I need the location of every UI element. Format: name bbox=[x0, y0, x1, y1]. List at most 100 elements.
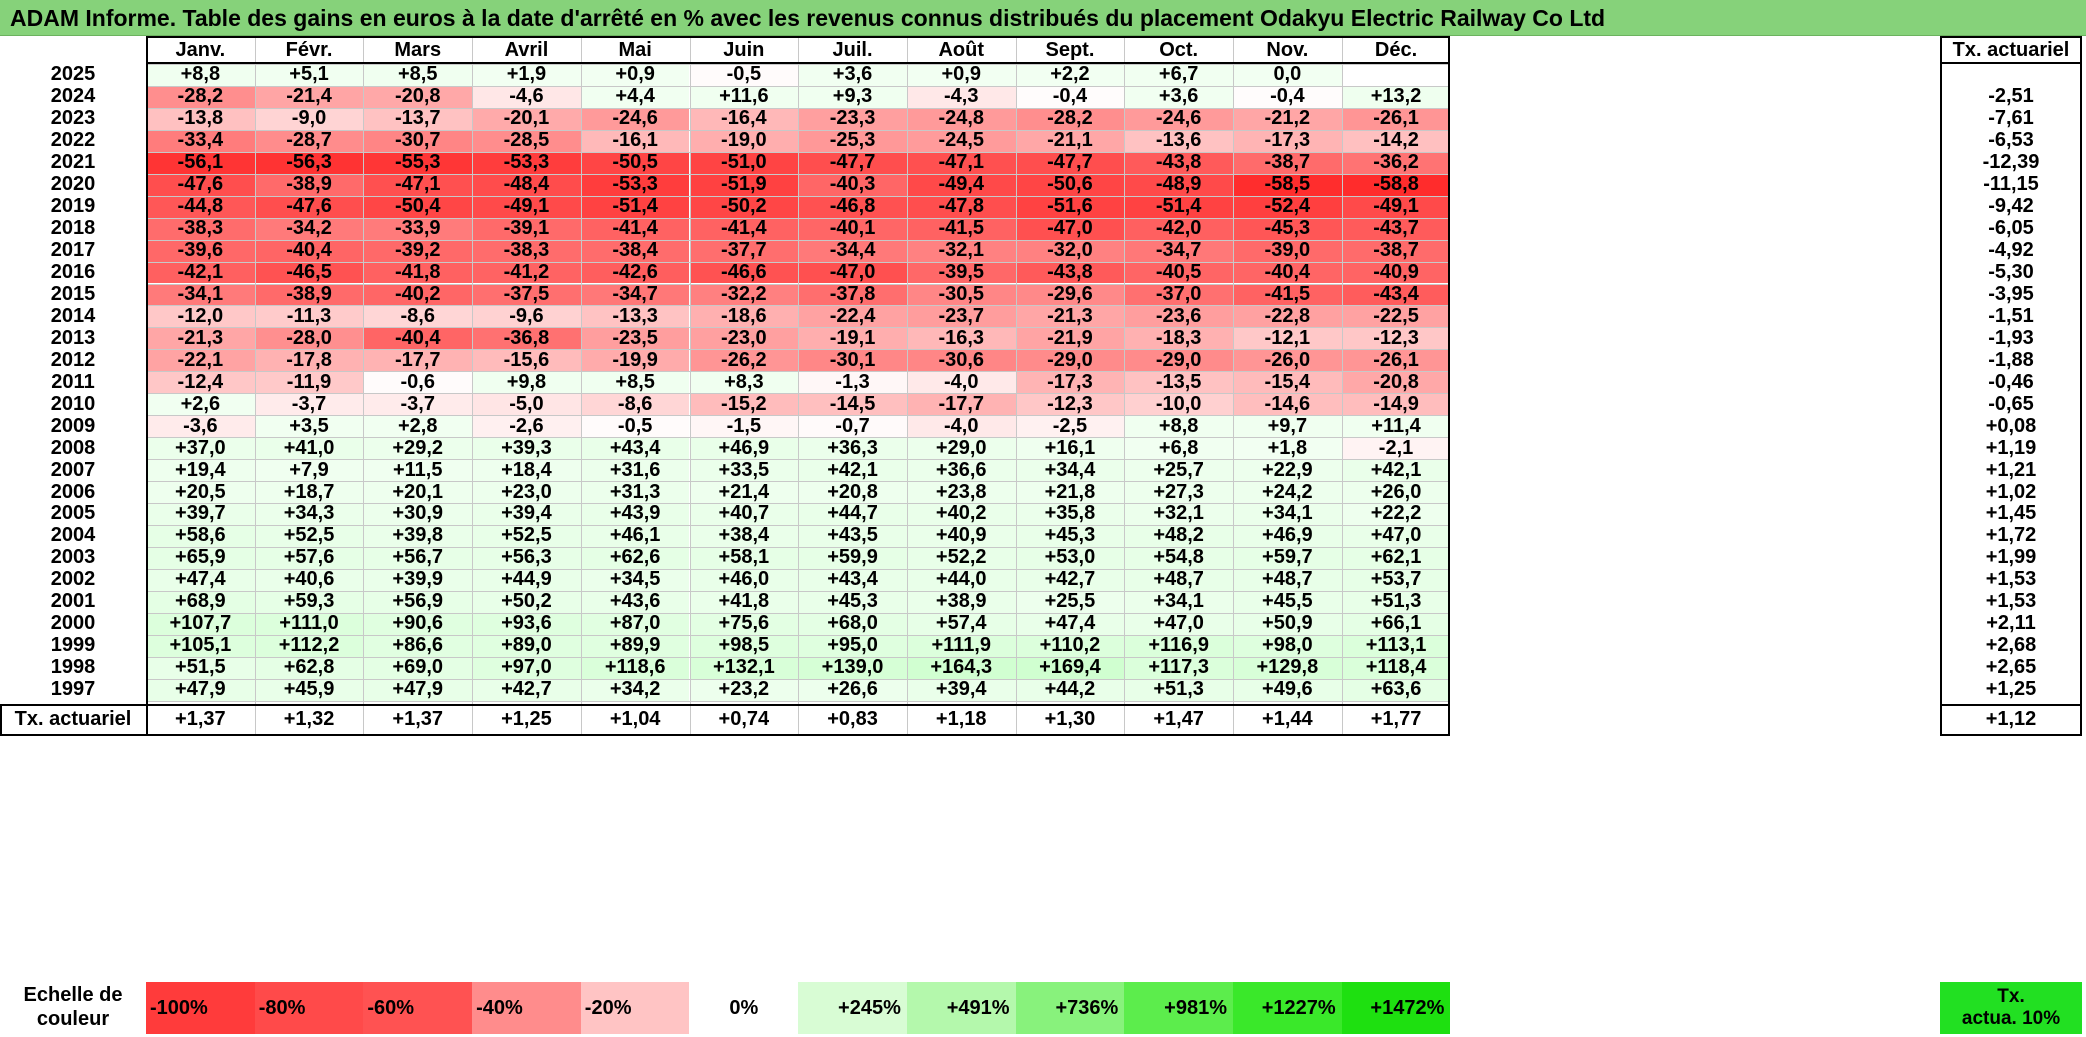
grid-line bbox=[146, 327, 1451, 329]
table-cell: -11,3 bbox=[254, 305, 364, 328]
legend-swatch: -100% bbox=[146, 982, 255, 1034]
table-cell: +20,5 bbox=[146, 481, 255, 503]
year-label: 2021 bbox=[50, 151, 96, 174]
table-cell: +23,8 bbox=[906, 481, 1016, 503]
table-cell: -34,4 bbox=[798, 239, 907, 262]
grid-line bbox=[146, 524, 1451, 526]
table-cell: -4,0 bbox=[906, 415, 1016, 438]
table-cell: -34,7 bbox=[1124, 239, 1233, 262]
table-cell: -50,5 bbox=[580, 151, 690, 174]
annual-rate-cell: +1,02 bbox=[1985, 481, 2037, 503]
table-cell: -24,6 bbox=[1124, 107, 1233, 130]
table-cell: +39,9 bbox=[363, 568, 473, 591]
table-cell: +35,8 bbox=[1015, 503, 1125, 525]
footer-cell: +1,37 bbox=[392, 708, 444, 731]
table-cell: -2,5 bbox=[1015, 415, 1125, 438]
table-cell: +56,9 bbox=[363, 590, 473, 613]
legend-swatch: -60% bbox=[363, 982, 473, 1034]
table-cell: +39,7 bbox=[146, 503, 255, 525]
table-cell: -17,3 bbox=[1015, 371, 1125, 394]
table-cell: 0,0 bbox=[1233, 64, 1342, 86]
annual-rate-cell: -1,51 bbox=[1988, 305, 2034, 327]
table-cell: +54,8 bbox=[1124, 546, 1233, 569]
table-cell: -36,8 bbox=[472, 327, 581, 350]
grid-line bbox=[146, 700, 1451, 702]
table-cell: -30,6 bbox=[906, 349, 1016, 372]
table-cell: +26,0 bbox=[1341, 481, 1451, 503]
table-cell: -8,6 bbox=[580, 393, 690, 416]
table-cell: -48,9 bbox=[1124, 173, 1233, 196]
table-cell: -0,4 bbox=[1015, 85, 1125, 108]
month-header: Févr. bbox=[285, 38, 333, 61]
annual-rate-cell: -6,53 bbox=[1988, 129, 2034, 152]
table-cell: +3,5 bbox=[254, 415, 364, 438]
legend-swatch: +1227% bbox=[1233, 982, 1342, 1034]
footer-cell: +0,74 bbox=[718, 708, 770, 731]
table-cell: -43,7 bbox=[1341, 217, 1451, 240]
table-cell: -23,0 bbox=[689, 327, 799, 350]
table-cell: -51,4 bbox=[1124, 195, 1233, 218]
table-cell: -21,9 bbox=[1015, 327, 1125, 350]
table-cell: +58,6 bbox=[146, 524, 255, 547]
grid-line bbox=[146, 415, 1451, 417]
month-header: Avril bbox=[504, 38, 549, 61]
footer-cell: +1,77 bbox=[1370, 708, 1422, 731]
table-cell: -15,4 bbox=[1233, 371, 1342, 394]
table-cell: -47,1 bbox=[906, 151, 1016, 174]
table-cell: +34,1 bbox=[1124, 590, 1233, 613]
year-label: 2015 bbox=[50, 283, 96, 305]
table-cell: +90,6 bbox=[363, 612, 473, 635]
table-cell: +21,8 bbox=[1015, 481, 1125, 503]
table-cell: +2,2 bbox=[1015, 64, 1125, 86]
table-cell: +63,6 bbox=[1341, 678, 1451, 701]
annual-rate-cell: +1,45 bbox=[1985, 503, 2037, 525]
table-cell: +57,6 bbox=[254, 546, 364, 569]
annual-rate-cell: +0,08 bbox=[1985, 415, 2037, 437]
legend-swatch: -20% bbox=[580, 982, 690, 1034]
table-cell: -42,0 bbox=[1124, 217, 1233, 240]
table-cell: -17,7 bbox=[363, 349, 473, 372]
table-cell: +1,9 bbox=[472, 64, 581, 86]
table-cell: -47,1 bbox=[363, 173, 473, 196]
table-cell: -14,5 bbox=[798, 393, 907, 416]
table-cell: -40,4 bbox=[254, 239, 364, 262]
table-cell: +34,1 bbox=[1233, 503, 1342, 525]
table-cell: -13,3 bbox=[580, 305, 690, 328]
table-cell: -28,2 bbox=[146, 85, 255, 108]
footer-cell: +0,83 bbox=[827, 708, 878, 731]
table-cell: +39,4 bbox=[472, 503, 581, 525]
table-cell: -29,0 bbox=[1124, 349, 1233, 372]
table-cell: +132,1 bbox=[689, 656, 799, 679]
table-cell: -19,1 bbox=[798, 327, 907, 350]
table-cell: -30,5 bbox=[906, 283, 1016, 306]
table-cell: +47,4 bbox=[146, 568, 255, 591]
month-header: Oct. bbox=[1159, 38, 1199, 61]
table-cell: -26,2 bbox=[689, 349, 799, 372]
footer-cell: +1,25 bbox=[501, 708, 552, 731]
table-cell: +59,9 bbox=[798, 546, 907, 569]
table-cell bbox=[1341, 64, 1451, 86]
year-label: 2017 bbox=[50, 239, 96, 262]
table-cell: -41,5 bbox=[1233, 283, 1342, 306]
annual-rate-cell: +2,68 bbox=[1985, 634, 2037, 657]
grid-line bbox=[146, 568, 1451, 570]
year-label: 2013 bbox=[50, 327, 96, 349]
table-cell: -47,8 bbox=[906, 195, 1016, 218]
grid-line bbox=[1233, 36, 1234, 736]
table-cell: -49,1 bbox=[472, 195, 581, 218]
grid-line bbox=[906, 36, 908, 736]
table-cell: -1,5 bbox=[689, 415, 799, 438]
table-cell: -38,9 bbox=[254, 173, 364, 196]
table-cell: -45,3 bbox=[1233, 217, 1342, 240]
legend-actua-line2: actua. 10% bbox=[1961, 1008, 2061, 1029]
legend-swatch: +491% bbox=[906, 982, 1016, 1034]
table-cell: +112,2 bbox=[254, 634, 364, 657]
table-cell: +116,9 bbox=[1124, 634, 1233, 657]
year-label: 2019 bbox=[50, 195, 96, 218]
table-cell: -11,9 bbox=[254, 371, 364, 394]
table-cell: -41,5 bbox=[906, 217, 1016, 240]
table-cell: +36,3 bbox=[798, 437, 907, 460]
table-cell: -40,1 bbox=[798, 217, 907, 240]
table-cell: -53,3 bbox=[580, 173, 690, 196]
table-cell: +164,3 bbox=[906, 656, 1016, 679]
